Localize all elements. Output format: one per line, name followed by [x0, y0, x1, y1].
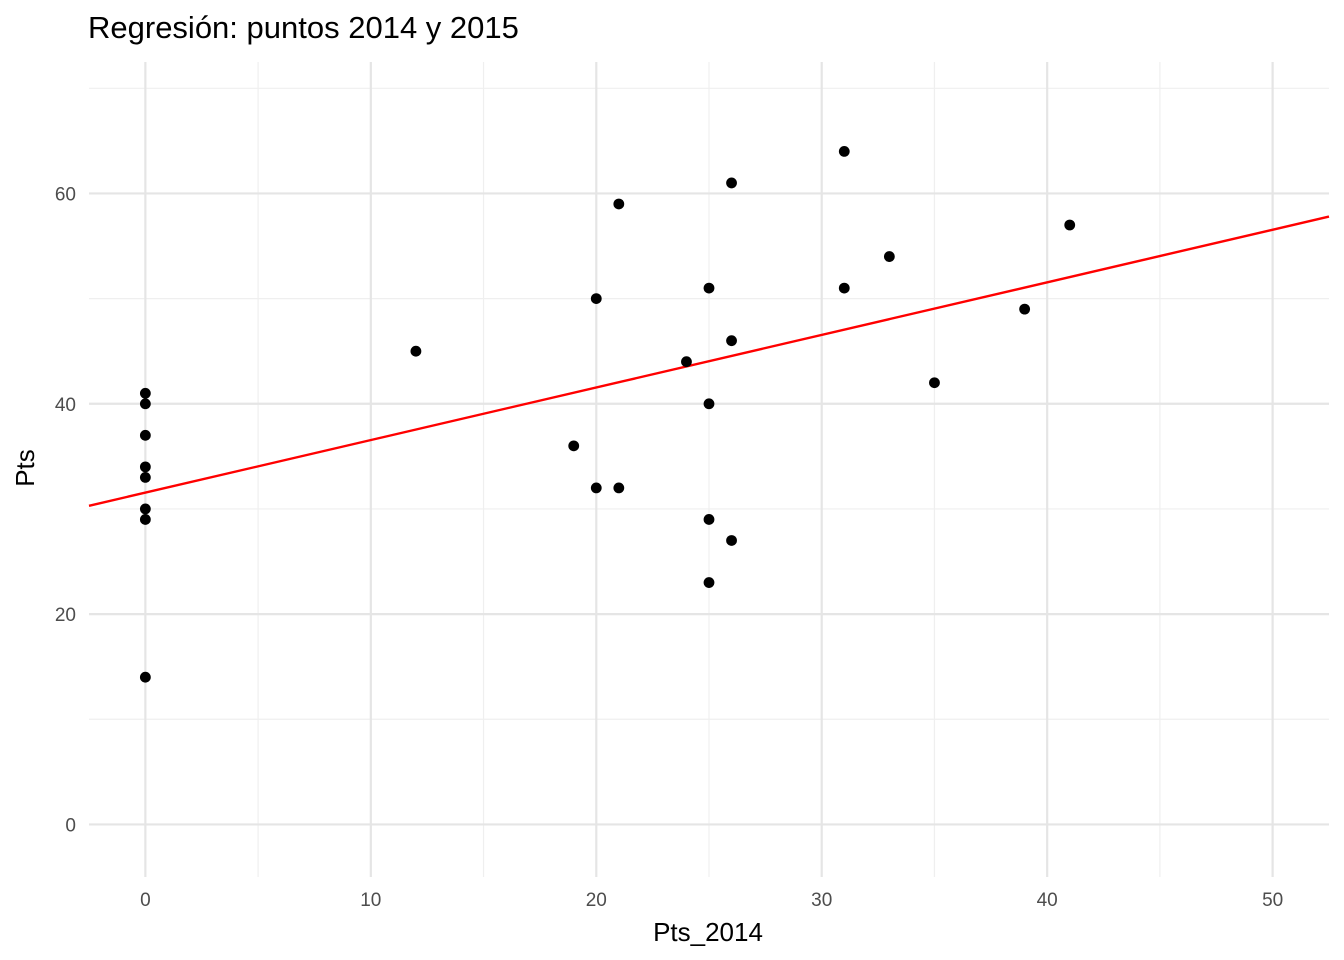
data-point: [590, 482, 602, 494]
data-point: [139, 471, 151, 483]
data-point: [139, 503, 151, 515]
y-tick-label: 20: [55, 605, 76, 626]
data-point: [410, 345, 422, 357]
minor-gridlines: [89, 62, 1329, 877]
data-point: [139, 429, 151, 441]
data-point: [139, 671, 151, 683]
data-point: [703, 577, 715, 588]
data-point: [590, 293, 602, 305]
x-tick-label: 50: [1262, 890, 1283, 911]
y-tick-label: 60: [55, 184, 76, 205]
regression-line-layer: [88, 215, 1330, 507]
data-point: [726, 335, 737, 347]
data-point: [703, 282, 715, 294]
y-tick-label: 0: [65, 815, 76, 836]
data-point: [139, 461, 151, 473]
x-tick-label: 10: [360, 890, 381, 911]
data-point: [838, 282, 850, 294]
x-tick-label: 30: [811, 890, 832, 911]
data-point: [726, 535, 737, 546]
x-tick-label: 40: [1037, 890, 1058, 911]
regression-line: [88, 215, 1330, 507]
data-point: [139, 387, 151, 399]
data-point: [613, 198, 625, 210]
data-points: [139, 145, 1076, 683]
x-tick-label: 20: [586, 890, 607, 911]
data-point: [838, 145, 850, 157]
data-point: [726, 177, 737, 189]
data-point: [681, 356, 692, 368]
data-point: [613, 482, 625, 494]
y-axis-tick-labels: 0 20 40 60: [55, 184, 76, 836]
data-point: [139, 514, 151, 525]
data-point: [703, 514, 715, 525]
x-tick-label: 0: [140, 890, 151, 911]
y-axis-title: Pts: [10, 449, 40, 487]
data-point: [929, 377, 940, 389]
data-point: [1019, 303, 1031, 315]
x-axis-tick-labels: 0 10 20 30 40 50: [140, 890, 1283, 911]
chart-title: Regresión: puntos 2014 y 2015: [88, 10, 519, 45]
data-point: [1064, 219, 1076, 231]
data-point: [568, 440, 580, 452]
data-point: [883, 251, 895, 262]
x-axis-title: Pts_2014: [653, 917, 763, 947]
data-point: [703, 398, 715, 410]
data-point: [139, 398, 151, 410]
y-tick-label: 40: [55, 395, 76, 416]
